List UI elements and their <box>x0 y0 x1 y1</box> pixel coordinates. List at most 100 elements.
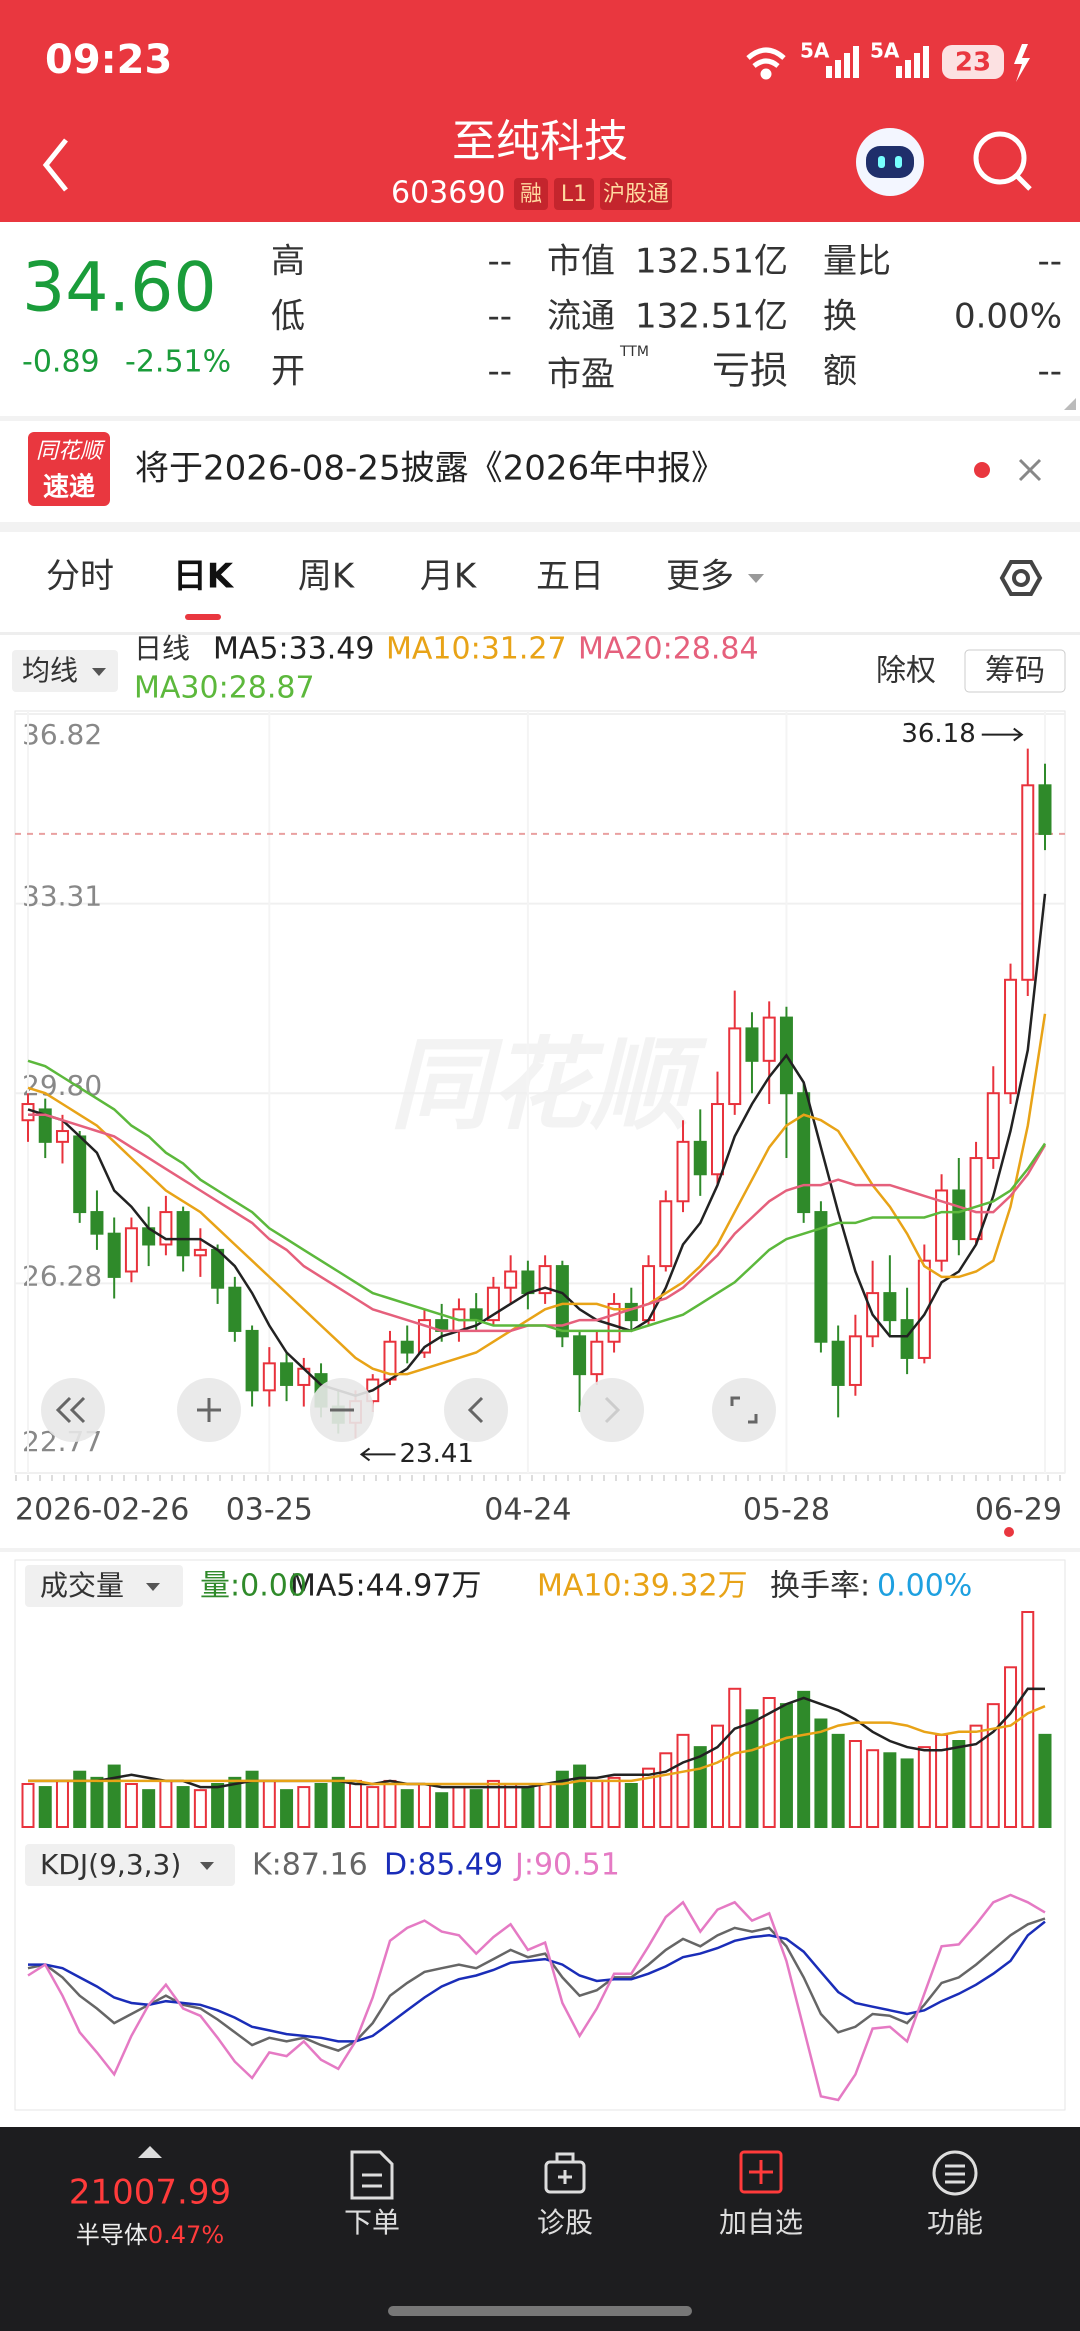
volume-bar <box>952 1740 966 1828</box>
candle-body <box>90 1211 104 1235</box>
volume-bar <box>331 1776 345 1829</box>
candle-body <box>797 1092 811 1214</box>
volume-bar <box>866 1749 880 1828</box>
kdj-menu-bg[interactable] <box>25 1844 235 1886</box>
candle-body <box>624 1302 638 1322</box>
candle-body <box>935 1189 949 1262</box>
candle-body <box>1038 784 1052 835</box>
chips-button-bg[interactable] <box>964 649 1066 693</box>
candle-body <box>176 1211 190 1257</box>
candle-body <box>831 1340 845 1386</box>
candle-body <box>814 1211 828 1343</box>
assistant-button[interactable] <box>856 128 924 196</box>
chart-settings[interactable] <box>999 560 1043 596</box>
price-change-pct: -2.51% <box>125 345 231 380</box>
y-tick-label: 29.80 <box>22 1069 102 1102</box>
series-line <box>27 893 1047 1398</box>
field-label: 流通 <box>547 297 615 337</box>
back-button[interactable] <box>42 138 68 192</box>
wifi-icon <box>746 47 786 80</box>
tag: L1 <box>561 182 587 207</box>
nav-item[interactable]: 功能 <box>927 2206 983 2239</box>
price-change: -0.89 <box>22 345 100 380</box>
field-label: 量比 <box>823 242 891 282</box>
min-arrow <box>359 1447 396 1462</box>
volume-bar <box>21 1783 35 1828</box>
x-tick-label: 03-25 <box>226 1493 313 1528</box>
ma-menu-bg[interactable] <box>12 650 118 692</box>
candle-body <box>21 1103 35 1122</box>
expand-index[interactable] <box>138 2146 162 2158</box>
nav-item[interactable]: 诊股 <box>537 2206 593 2239</box>
expand-corner[interactable] <box>1064 398 1076 410</box>
candle-body <box>1021 784 1035 981</box>
field-label: 开 <box>271 352 305 392</box>
tag-bg <box>514 178 548 210</box>
logo-text: 速递 <box>43 472 95 503</box>
tab-active[interactable]: 日K <box>173 557 235 597</box>
field-value: -- <box>487 297 512 337</box>
volume-bar <box>211 1783 225 1828</box>
candle-body <box>521 1270 535 1295</box>
news-text[interactable]: 将于2026-08-25披露《2026年中报》 <box>135 449 725 489</box>
chips-button[interactable]: 筹码 <box>985 654 1045 689</box>
today-dot <box>1004 1527 1014 1537</box>
turnover-value: 0.00% <box>877 1569 972 1604</box>
volume-bar <box>262 1779 276 1829</box>
kdj-menu[interactable]: KDJ(9,3,3) <box>40 1848 181 1881</box>
nav-item[interactable]: 加自选 <box>719 2206 803 2239</box>
volume-bar <box>624 1783 638 1828</box>
volume-bar <box>176 1786 190 1828</box>
candle-body <box>555 1265 569 1338</box>
tab[interactable]: 周K <box>298 557 356 597</box>
search-button[interactable] <box>973 131 1032 191</box>
min-label: 23.41 <box>400 1439 474 1469</box>
volume-bar <box>452 1786 466 1828</box>
tab[interactable]: 月K <box>420 557 478 597</box>
volume-bar <box>383 1779 397 1829</box>
y-tick-label: 33.31 <box>22 880 102 913</box>
tab[interactable]: 五日 <box>536 557 604 597</box>
volume-menu-bg[interactable] <box>25 1565 183 1607</box>
scroll-left[interactable] <box>444 1378 508 1442</box>
tab[interactable]: 更多 <box>666 557 734 597</box>
volume-bar <box>193 1789 207 1828</box>
field-label: 市盈 <box>547 355 615 395</box>
volume-bar <box>710 1724 724 1828</box>
volume-bar <box>73 1770 87 1828</box>
logo-text: 同花顺 <box>36 439 106 464</box>
volume-bar <box>142 1789 156 1828</box>
legend-entry: MA20:28.84 <box>578 632 759 667</box>
close-news[interactable] <box>1018 458 1042 482</box>
volume-bar <box>349 1779 363 1829</box>
candle-body <box>710 1103 724 1176</box>
volume-bar <box>314 1783 328 1828</box>
nav-item[interactable]: 下单 <box>344 2206 400 2239</box>
ma-menu[interactable]: 均线 <box>22 654 78 687</box>
volume-menu[interactable]: 成交量 <box>40 1569 124 1602</box>
watermark: 同花顺 <box>390 1026 708 1143</box>
legend-entry: D:85.49 <box>384 1848 503 1883</box>
candle-body <box>262 1362 276 1392</box>
scroll-right[interactable] <box>580 1378 644 1442</box>
home-indicator[interactable] <box>388 2306 692 2316</box>
candle-body <box>676 1140 690 1203</box>
volume-bar <box>883 1752 897 1829</box>
stock-code: 603690 <box>391 176 506 211</box>
candle-body <box>986 1092 1000 1160</box>
index-value[interactable]: 21007.99 <box>69 2173 231 2213</box>
tab[interactable]: 分时 <box>46 557 114 597</box>
adjust-button[interactable]: 除权 <box>876 654 936 689</box>
field-value: -- <box>1037 242 1062 282</box>
tag: 融 <box>520 182 542 207</box>
network-label: 5A <box>870 39 900 63</box>
legend-entry: MA10:31.27 <box>386 632 567 667</box>
fullscreen[interactable] <box>712 1378 776 1442</box>
unread-dot <box>974 462 990 478</box>
volume-bar <box>1021 1611 1035 1828</box>
volume-bar <box>280 1789 294 1828</box>
volume-bar <box>521 1786 535 1828</box>
series-line <box>27 1013 1047 1376</box>
field-value: 132.51亿 <box>635 242 788 282</box>
